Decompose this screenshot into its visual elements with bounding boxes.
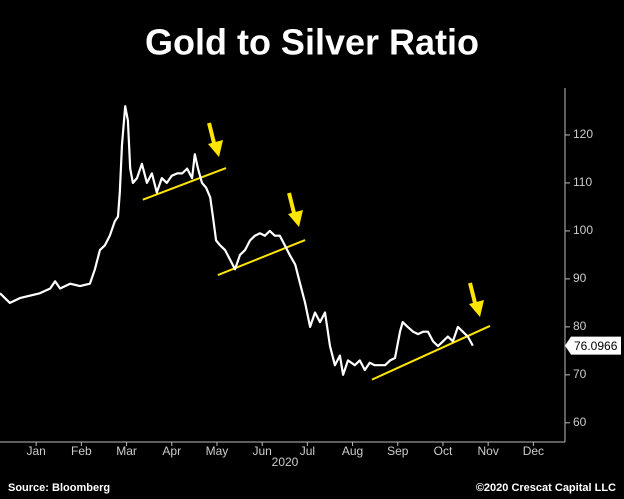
x-tick-label: Sep — [387, 444, 409, 458]
x-tick-label: Jul — [300, 444, 315, 458]
y-tick-label: 70 — [573, 367, 587, 381]
x-tick-label: Jun — [252, 444, 271, 458]
x-tick-label: Jan — [26, 444, 45, 458]
trendline — [217, 239, 306, 276]
source: Source: Bloomberg — [8, 482, 110, 494]
x-tick-label: Dec — [523, 444, 544, 458]
x-tick-label: Mar — [116, 444, 137, 458]
arrows — [207, 122, 484, 317]
y-tick-label: 90 — [573, 271, 587, 285]
x-axis-label: 2020 — [272, 455, 299, 469]
copyright: ©2020 Crescat Capital LLC — [476, 482, 616, 494]
line-series — [0, 105, 474, 376]
x-tick-label: Aug — [342, 444, 363, 458]
trendline — [371, 324, 491, 381]
y-tick-label: 100 — [573, 223, 593, 237]
y-tick-label: 120 — [573, 127, 593, 141]
x-tick-label: Nov — [477, 444, 498, 458]
trendline — [142, 167, 227, 201]
chart-title: Gold to Silver Ratio — [145, 22, 479, 63]
x-tick-label: Apr — [162, 444, 181, 458]
arrow-head — [208, 140, 223, 157]
y-tick-label: 80 — [573, 319, 587, 333]
arrow-head — [288, 210, 303, 227]
x-tick-label: Oct — [434, 444, 453, 458]
last-value-box — [565, 336, 621, 355]
arrow-head — [469, 300, 484, 317]
last-value-label: 76.0966 — [574, 339, 618, 353]
x-tick-label: Feb — [71, 444, 92, 458]
y-tick-label: 60 — [573, 415, 587, 429]
y-tick-label: 110 — [573, 175, 592, 189]
x-tick-label: May — [206, 444, 229, 458]
